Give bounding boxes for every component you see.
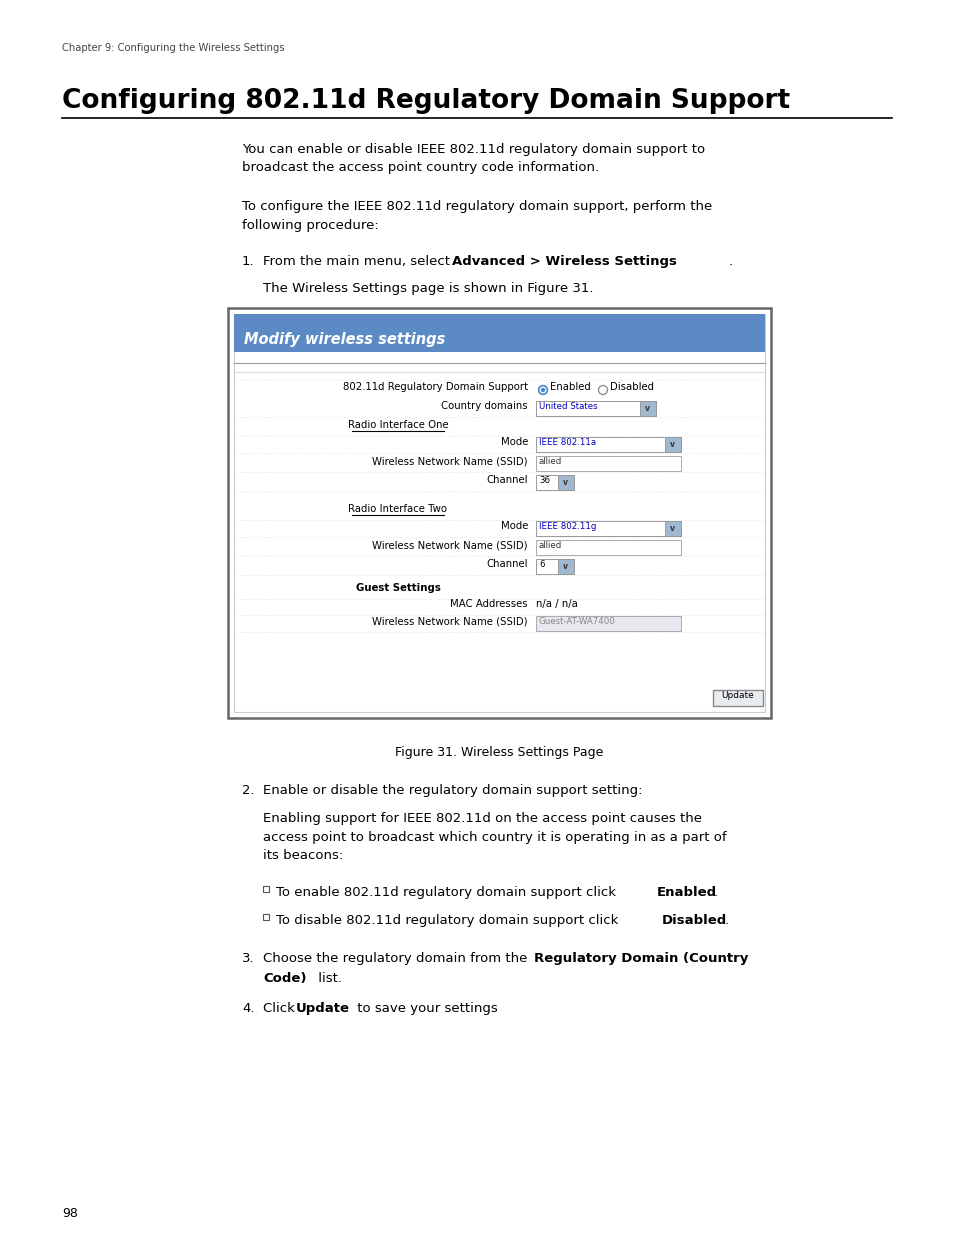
Bar [558, 559, 574, 574]
Bar [536, 475, 574, 490]
Text: Enabled: Enabled [657, 885, 717, 899]
Text: The Wireless Settings page is shown in Figure 31.: The Wireless Settings page is shown in F… [263, 282, 593, 295]
Bar [233, 314, 764, 713]
Text: .: . [713, 885, 718, 899]
Text: .: . [724, 914, 728, 927]
Text: Modify wireless settings: Modify wireless settings [244, 332, 445, 347]
Text: Guest-AT-WA7400: Guest-AT-WA7400 [538, 618, 615, 626]
Text: 2.: 2. [242, 784, 254, 797]
Text: Update: Update [295, 1002, 350, 1015]
Text: Enabling support for IEEE 802.11d on the access point causes the
access point to: Enabling support for IEEE 802.11d on the… [263, 811, 726, 862]
Bar [639, 401, 656, 416]
Text: Radio Interface One: Radio Interface One [347, 420, 448, 430]
Bar [228, 308, 770, 718]
Text: Wireless Network Name (SSID): Wireless Network Name (SSID) [372, 616, 527, 626]
Text: 3.: 3. [242, 952, 254, 965]
Text: Country domains: Country domains [441, 401, 527, 411]
Text: 36: 36 [538, 475, 550, 485]
Bar [233, 314, 764, 352]
Text: To configure the IEEE 802.11d regulatory domain support, perform the
following p: To configure the IEEE 802.11d regulatory… [242, 200, 712, 231]
Text: v: v [644, 404, 649, 412]
Bar [664, 521, 680, 536]
Bar [263, 885, 269, 892]
Text: Configuring 802.11d Regulatory Domain Support: Configuring 802.11d Regulatory Domain Su… [62, 88, 789, 114]
Text: Update: Update [720, 692, 754, 700]
Text: IEEE 802.11a: IEEE 802.11a [538, 438, 596, 447]
Text: to save your settings: to save your settings [353, 1002, 497, 1015]
Text: To disable 802.11d regulatory domain support click: To disable 802.11d regulatory domain sup… [275, 914, 622, 927]
Text: 802.11d Regulatory Domain Support: 802.11d Regulatory Domain Support [342, 382, 527, 391]
Text: Guest Settings: Guest Settings [355, 583, 440, 593]
Text: IEEE 802.11g: IEEE 802.11g [538, 522, 596, 531]
Text: allied: allied [538, 457, 561, 466]
Text: Enabled: Enabled [550, 382, 590, 391]
Text: You can enable or disable IEEE 802.11d regulatory domain support to
broadcast th: You can enable or disable IEEE 802.11d r… [242, 143, 704, 174]
Circle shape [537, 385, 547, 394]
Text: Mode: Mode [500, 437, 527, 447]
Text: allied: allied [538, 541, 561, 550]
Bar [664, 437, 680, 452]
Text: Disabled: Disabled [661, 914, 726, 927]
Bar [536, 540, 680, 555]
Bar [536, 401, 656, 416]
Bar [536, 437, 680, 452]
Text: v: v [669, 524, 674, 534]
Text: 6: 6 [538, 559, 544, 569]
Text: Channel: Channel [486, 475, 527, 485]
Text: 98: 98 [62, 1207, 78, 1220]
Text: Advanced > Wireless Settings: Advanced > Wireless Settings [452, 254, 677, 268]
Circle shape [541, 389, 544, 391]
Text: From the main menu, select: From the main menu, select [263, 254, 454, 268]
Text: v: v [562, 478, 567, 487]
Circle shape [539, 388, 545, 393]
Bar [712, 690, 762, 706]
Text: Code): Code) [263, 972, 306, 986]
Text: MAC Addresses: MAC Addresses [450, 599, 527, 609]
Text: Click: Click [263, 1002, 299, 1015]
Text: United States: United States [538, 403, 597, 411]
Bar [263, 914, 269, 920]
Text: n/a / n/a: n/a / n/a [536, 599, 578, 609]
Text: Mode: Mode [500, 521, 527, 531]
Text: To enable 802.11d regulatory domain support click: To enable 802.11d regulatory domain supp… [275, 885, 619, 899]
Bar [558, 475, 574, 490]
Text: Disabled: Disabled [609, 382, 654, 391]
Text: Wireless Network Name (SSID): Wireless Network Name (SSID) [372, 540, 527, 550]
Text: v: v [562, 562, 567, 571]
Text: Figure 31. Wireless Settings Page: Figure 31. Wireless Settings Page [395, 746, 603, 760]
Text: Enable or disable the regulatory domain support setting:: Enable or disable the regulatory domain … [263, 784, 641, 797]
Text: Chapter 9: Configuring the Wireless Settings: Chapter 9: Configuring the Wireless Sett… [62, 43, 284, 53]
Bar [536, 559, 574, 574]
Bar [536, 521, 680, 536]
Text: Channel: Channel [486, 559, 527, 569]
Text: list.: list. [314, 972, 341, 986]
Bar [536, 616, 680, 631]
Text: Choose the regulatory domain from the: Choose the regulatory domain from the [263, 952, 531, 965]
Text: Radio Interface Two: Radio Interface Two [348, 504, 447, 514]
Bar [536, 456, 680, 471]
Text: Wireless Network Name (SSID): Wireless Network Name (SSID) [372, 456, 527, 466]
Text: 4.: 4. [242, 1002, 254, 1015]
Text: Regulatory Domain (Country: Regulatory Domain (Country [534, 952, 747, 965]
Text: .: . [728, 254, 732, 268]
Text: 1.: 1. [242, 254, 254, 268]
Text: v: v [669, 440, 674, 450]
